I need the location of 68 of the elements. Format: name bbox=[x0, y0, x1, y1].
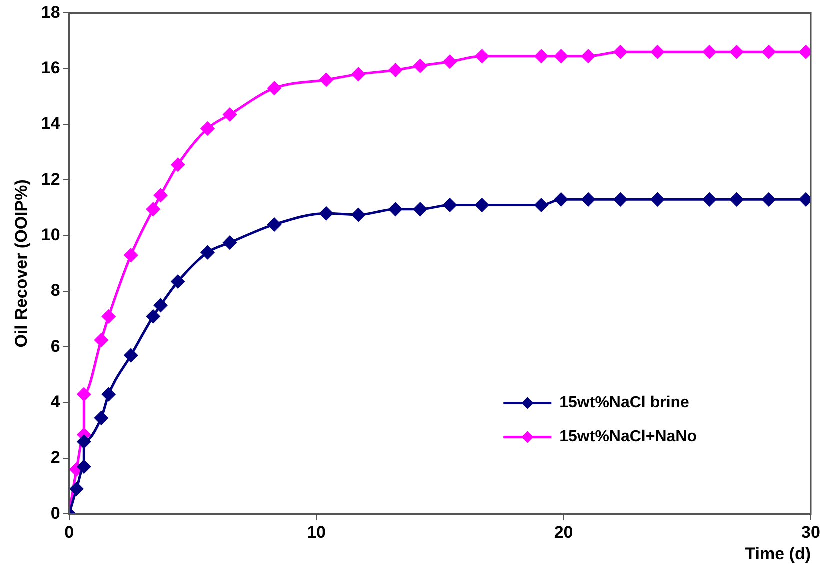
point bbox=[554, 192, 568, 206]
point bbox=[475, 50, 489, 64]
y-tick-label: 18 bbox=[41, 2, 60, 22]
point bbox=[77, 388, 91, 402]
legend-label: 15wt%NaCl brine bbox=[560, 394, 690, 412]
point bbox=[702, 192, 716, 206]
point bbox=[146, 202, 160, 216]
point bbox=[94, 411, 108, 425]
point bbox=[124, 348, 138, 362]
point bbox=[124, 248, 138, 262]
x-tick-label: 10 bbox=[307, 523, 326, 542]
point bbox=[320, 73, 334, 87]
point bbox=[554, 50, 568, 64]
point bbox=[762, 192, 776, 206]
point bbox=[650, 192, 664, 206]
x-tick-label: 20 bbox=[554, 523, 574, 542]
point bbox=[730, 45, 744, 59]
point bbox=[268, 218, 282, 232]
y-tick-label: 12 bbox=[41, 170, 60, 189]
point bbox=[475, 198, 489, 212]
point bbox=[201, 122, 215, 136]
y-axis-title: Oil Recover (OOIP%) bbox=[12, 180, 31, 348]
point bbox=[146, 310, 160, 324]
point bbox=[414, 59, 428, 73]
point bbox=[223, 236, 237, 250]
point bbox=[171, 158, 185, 172]
point bbox=[388, 64, 402, 78]
point bbox=[94, 333, 108, 347]
point bbox=[414, 202, 428, 216]
point bbox=[352, 208, 366, 222]
y-tick-label: 4 bbox=[50, 392, 61, 412]
point bbox=[154, 298, 168, 312]
y-tick-label: 2 bbox=[50, 448, 60, 468]
point bbox=[650, 45, 664, 59]
point bbox=[77, 460, 91, 474]
y-tick-label: 16 bbox=[41, 58, 60, 78]
point bbox=[702, 45, 716, 59]
point bbox=[443, 198, 457, 212]
point bbox=[102, 388, 116, 402]
y-tick-label: 6 bbox=[50, 336, 60, 356]
point bbox=[171, 275, 185, 289]
point bbox=[443, 55, 457, 69]
y-tick-label: 10 bbox=[41, 226, 60, 245]
point bbox=[534, 50, 548, 64]
y-tick-label: 8 bbox=[50, 281, 60, 300]
point bbox=[320, 206, 334, 220]
y-tick-label: 14 bbox=[41, 114, 61, 134]
point bbox=[614, 45, 628, 59]
x-axis-title: Time (d) bbox=[745, 544, 811, 564]
x-tick-label: 30 bbox=[802, 523, 820, 542]
point bbox=[268, 82, 282, 96]
y-tick-label: 0 bbox=[50, 504, 60, 523]
point bbox=[582, 192, 596, 206]
point bbox=[762, 45, 776, 59]
point bbox=[70, 482, 84, 496]
point bbox=[614, 192, 628, 206]
point bbox=[730, 192, 744, 206]
legend-label: 15wt%NaCl+NaNo bbox=[560, 428, 698, 446]
point bbox=[77, 435, 91, 449]
point bbox=[582, 50, 596, 64]
x-tick-label: 0 bbox=[64, 523, 74, 542]
point bbox=[534, 198, 548, 212]
point bbox=[201, 246, 215, 260]
point bbox=[102, 310, 116, 324]
point bbox=[154, 188, 168, 202]
point bbox=[223, 108, 237, 122]
point bbox=[388, 202, 402, 216]
point bbox=[352, 68, 366, 82]
